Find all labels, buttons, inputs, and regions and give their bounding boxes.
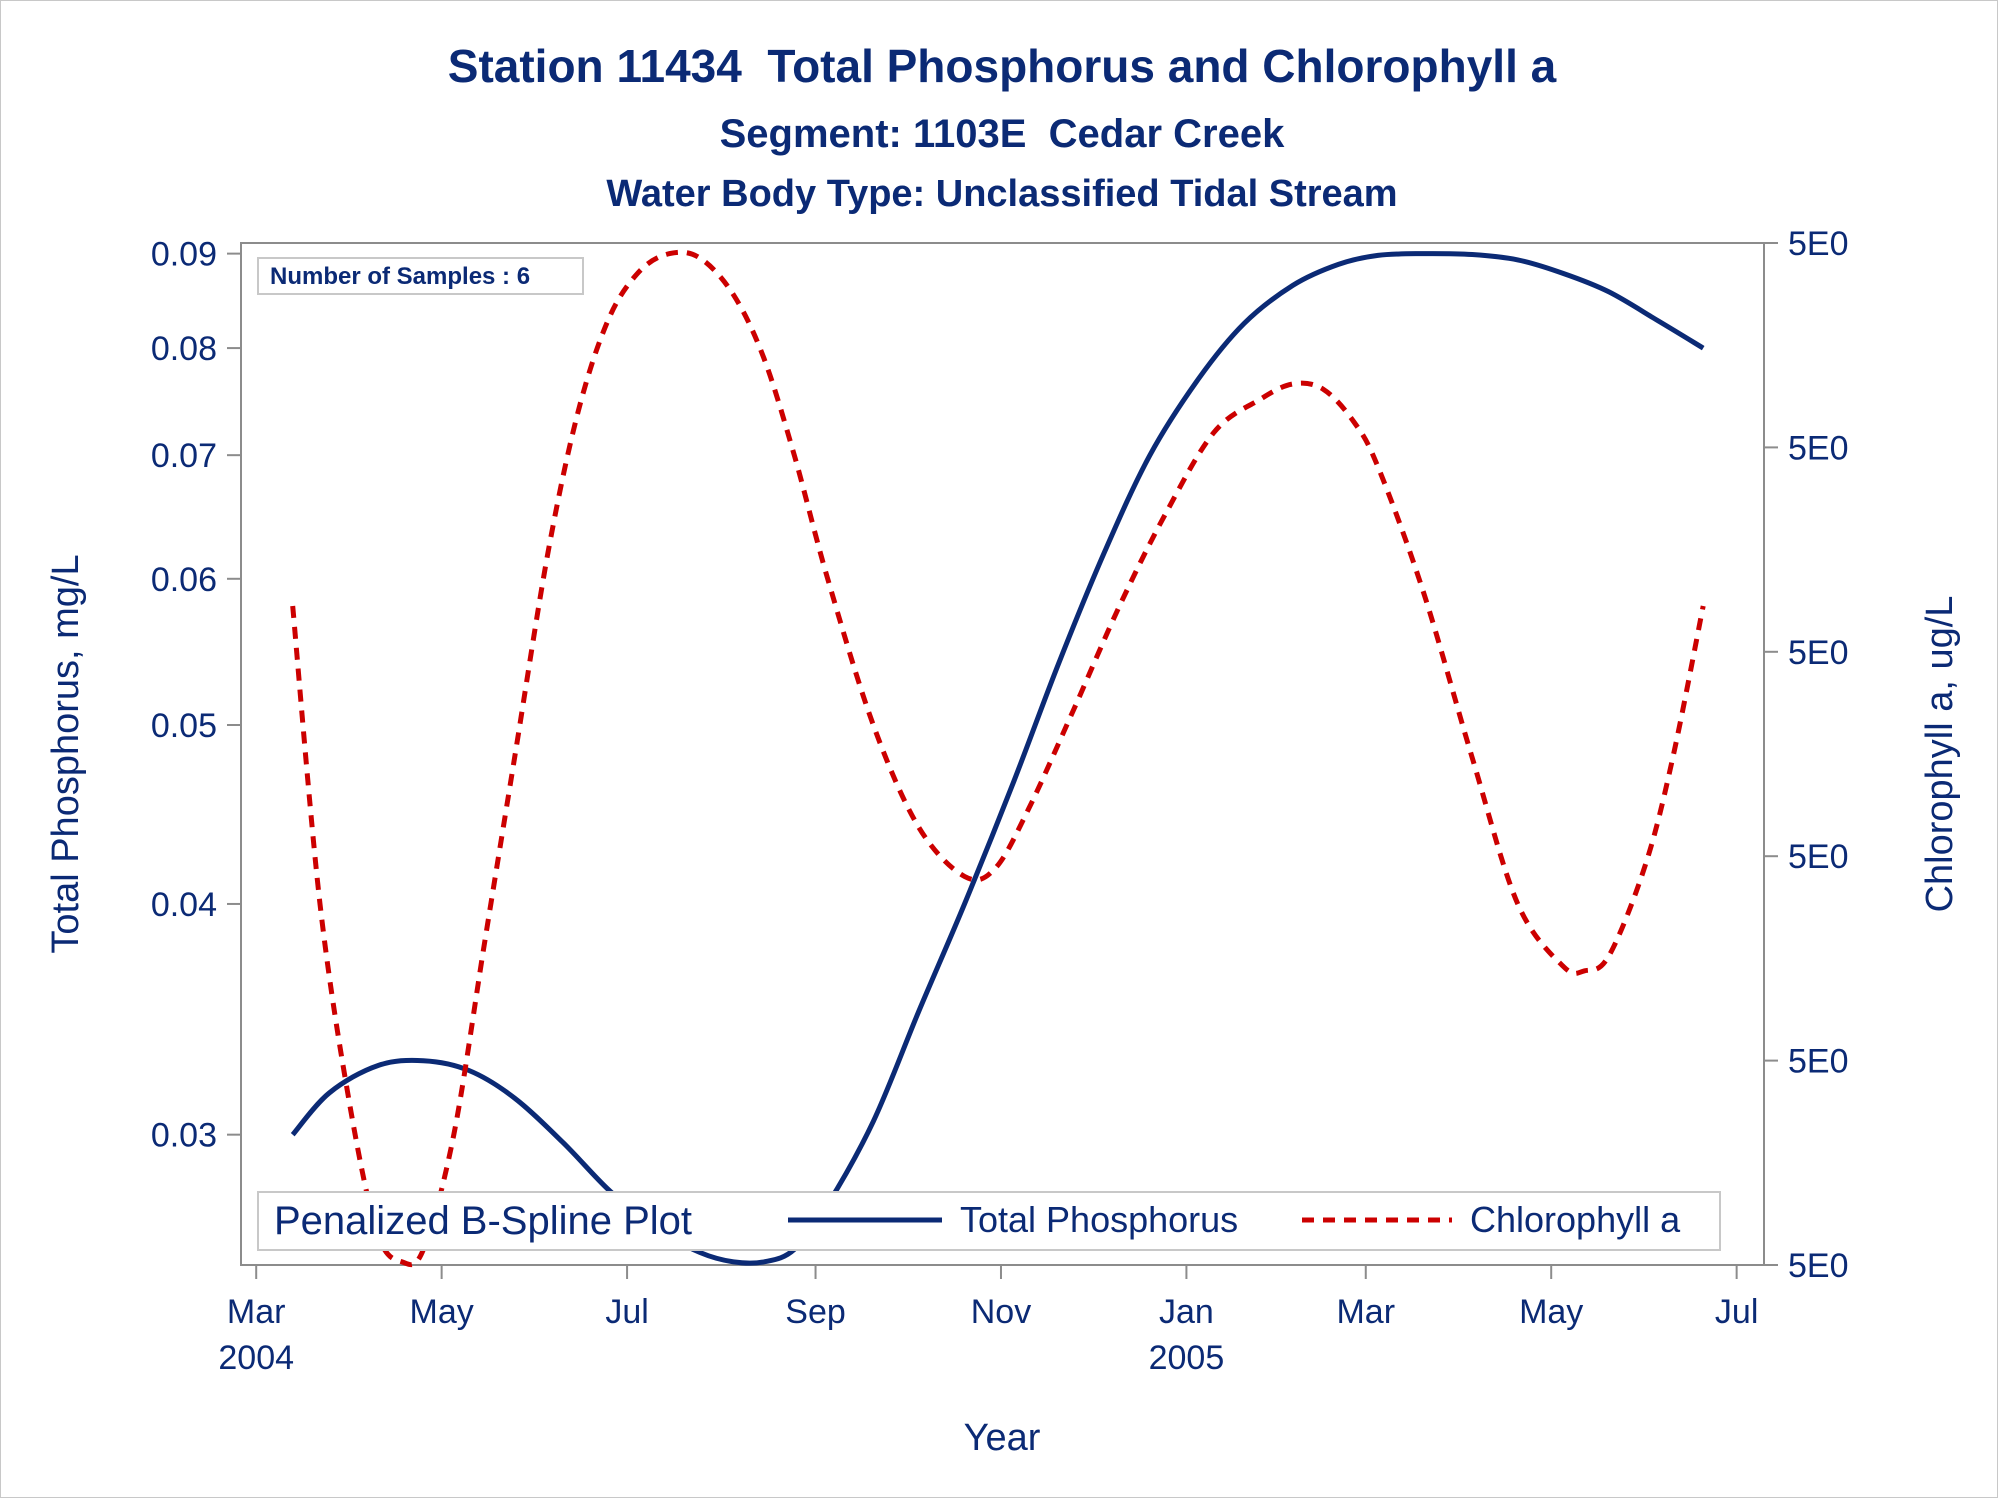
y-tick-label-5: 0.08 <box>151 330 217 368</box>
series-layer <box>290 249 1706 1268</box>
x-tick-label-6: Mar <box>1336 1293 1395 1331</box>
y2-axis-title: Chlorophyll a, ug/L <box>1919 596 1961 913</box>
x-tick-label-8: Jul <box>1715 1293 1758 1331</box>
x-tick-label-4: Nov <box>971 1293 1031 1331</box>
x-axis: Mar 2004 May Jul Sep Nov Jan 2005 Mar May Jul <box>218 1265 1758 1377</box>
y2-tick-label-2: 5E0 <box>1788 838 1849 876</box>
y2-tick-label-4: 5E0 <box>1788 429 1849 467</box>
y-tick-label-2: 0.05 <box>151 707 217 745</box>
legend-title: Penalized B-Spline Plot <box>274 1199 692 1243</box>
y2-tick-label-1: 5E0 <box>1788 1043 1849 1081</box>
chart-subtitle-water-body: Water Body Type: Unclassified Tidal Stre… <box>606 173 1397 215</box>
y-tick-label-1: 0.04 <box>151 886 217 924</box>
legend-label-chlorophyll-a: Chlorophyll a <box>1470 1199 1681 1240</box>
y-tick-label-6: 0.09 <box>151 236 217 274</box>
x-tick-label-1: May <box>410 1293 474 1331</box>
plot-area <box>240 242 1765 1266</box>
x-tick-year-0: 2004 <box>218 1339 294 1377</box>
y-tick-label-3: 0.06 <box>151 561 217 599</box>
x-tick-label-2: Jul <box>605 1293 648 1331</box>
samples-inset-label: Number of Samples : 6 <box>270 263 530 290</box>
y2-tick-label-5: 5E0 <box>1788 225 1849 263</box>
x-tick-label-7: May <box>1519 1293 1583 1331</box>
chart-subtitle: Segment: 1103E Cedar Creek <box>720 112 1285 156</box>
legend: Penalized B-Spline Plot Total Phosphorus… <box>257 1191 1721 1251</box>
y-tick-label-0: 0.03 <box>151 1117 217 1155</box>
y2-tick-label-0: 5E0 <box>1788 1247 1849 1285</box>
x-tick-year-5: 2005 <box>1149 1339 1225 1377</box>
samples-inset-box <box>257 257 584 295</box>
legend-box <box>257 1191 1721 1251</box>
chart-title: Station 11434 Total Phosphorus and Chlor… <box>448 40 1557 92</box>
x-axis-title: Year <box>964 1417 1041 1459</box>
x-tick-label-0: Mar <box>227 1293 286 1331</box>
series-line-total-phosphorus <box>290 251 1705 1266</box>
x-tick-label-3: Sep <box>785 1293 846 1331</box>
y-tick-label-4: 0.07 <box>151 437 217 475</box>
samples-inset: Number of Samples : 6 <box>257 257 584 295</box>
x-tick-label-5: Jan <box>1159 1293 1214 1331</box>
y-axis-left: 0.03 0.04 0.05 0.06 0.07 0.08 0.09 <box>151 236 241 1155</box>
y2-tick-label-3: 5E0 <box>1788 634 1849 672</box>
y-axis-title: Total Phosphorus, mg/L <box>45 554 87 953</box>
series-line-chlorophyll-a <box>290 249 1706 1268</box>
y-axis-right: 5E0 5E0 5E0 5E0 5E0 5E0 <box>1764 225 1849 1285</box>
legend-label-total-phosphorus: Total Phosphorus <box>960 1199 1238 1240</box>
